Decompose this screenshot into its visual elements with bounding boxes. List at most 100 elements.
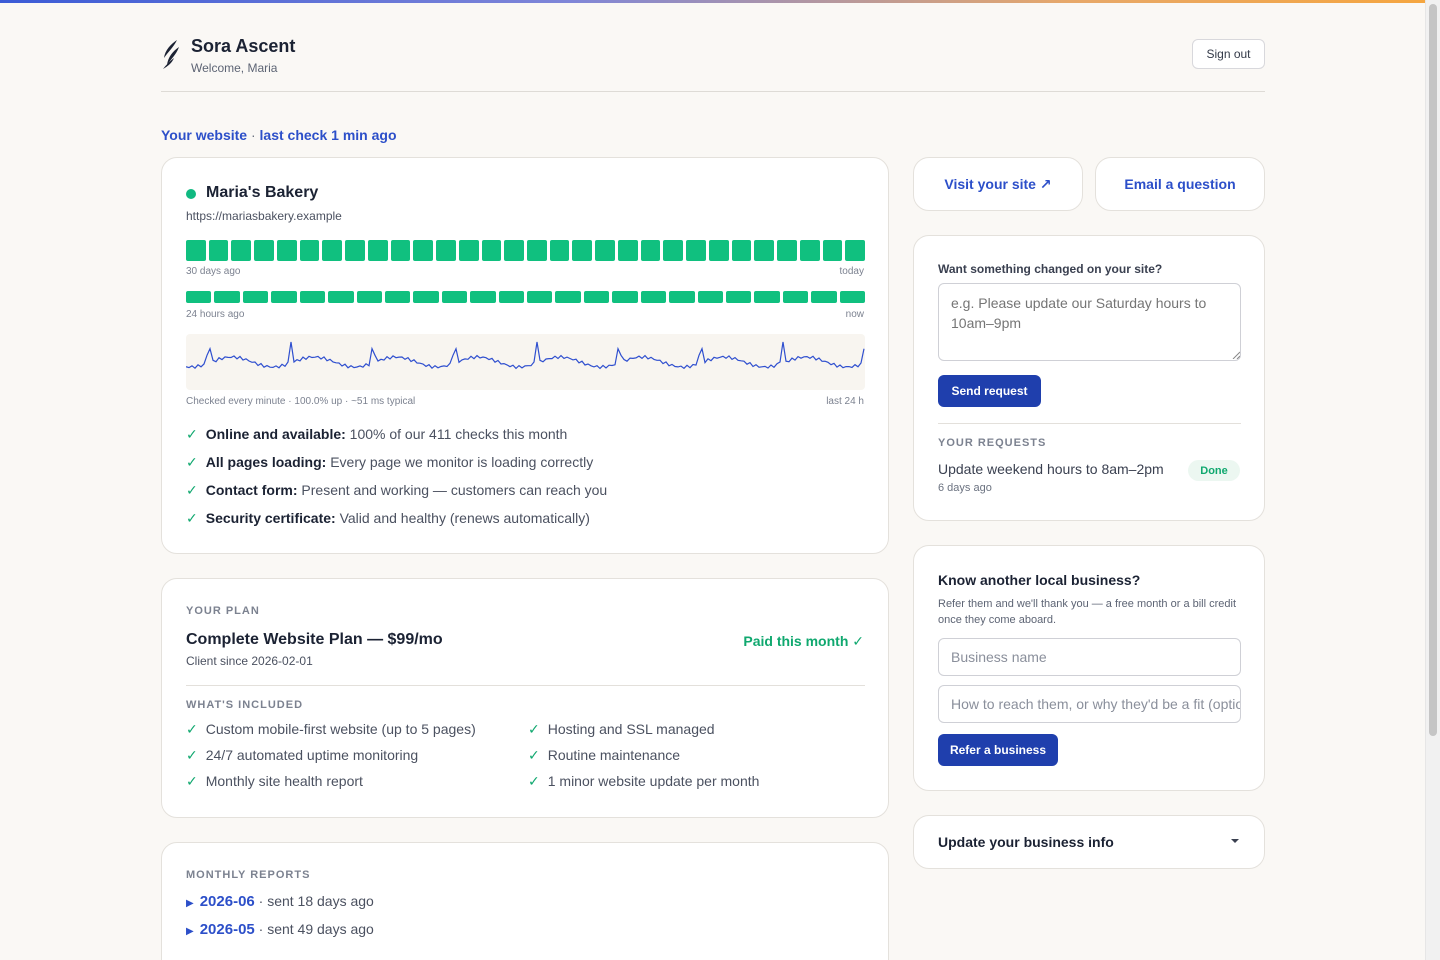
feature-item: ✓ Hosting and SSL managed [528,721,865,743]
uptime-bar [413,240,434,261]
uptime-bar [345,240,365,261]
report-item[interactable]: ▶ 2026-06 · sent 18 days ago [186,893,374,910]
uptime-bar [242,291,269,303]
business-info-title[interactable]: Update your business info [938,834,1114,850]
check-icon: ✓ [186,721,198,737]
request-textarea[interactable] [938,283,1241,361]
scrollbar[interactable] [1425,0,1440,960]
uptime-bar [322,240,343,261]
feature-text: Custom mobile-first website (up to 5 pag… [205,721,476,737]
page-header: Sora Ascent Welcome, Maria Sign out [161,30,1265,92]
hours-end-label: now [845,309,864,320]
uptime-bar [617,240,638,261]
check-label: Contact form: [205,482,298,498]
uptime-bar [254,240,274,261]
check-icon: ✓ [186,454,198,470]
uptime-bar [481,240,502,261]
check-icon: ✓ [186,426,198,442]
uptime-bar [754,291,780,303]
check-security: ✓ Security certificate: Valid and healthy… [186,510,607,538]
refer-business-button[interactable]: Refer a business [938,734,1058,766]
status-badge: Done [1188,460,1240,481]
top-accent-bar [0,0,1425,3]
site-name: Maria's Bakery [206,184,319,201]
uptime-bar [231,240,252,261]
hours-start-label: 24 hours ago [186,309,245,320]
days-start-label: 30 days ago [186,266,241,277]
uptime-bar [328,291,354,303]
uptime-bar [441,291,468,303]
your-requests-label: YOUR REQUESTS [938,437,1047,449]
uptime-bar [299,240,320,261]
request-title: Update weekend hours to 8am–2pm [938,461,1164,477]
report-month[interactable]: 2026-06 [199,893,255,910]
uptime-bar [555,291,581,303]
scrollbar-thumb[interactable] [1429,4,1437,736]
logo-icon [163,40,179,69]
uptime-bar [777,240,797,261]
response-time-sparkline [186,334,865,390]
uptime-bar [822,240,843,261]
uptime-bar [458,240,479,261]
chevron-down-icon[interactable] [1230,836,1240,846]
website-status-line: Your website · last check 1 min ago [161,127,397,143]
request-time: 6 days ago [938,482,992,494]
uptime-bar [839,291,866,303]
feature-text: 1 minor website update per month [547,773,760,789]
check-online: ✓ Online and available: 100% of our 411 c… [186,426,607,454]
hourly-uptime-bars [186,291,866,303]
resize-grip-icon[interactable] [1232,351,1240,359]
health-checks-list: ✓ Online and available: 100% of our 411 c… [186,426,607,538]
business-name-input[interactable]: Business name [938,638,1241,676]
uptime-bar [669,291,695,303]
check-pages: ✓ All pages loading: Every page we monito… [186,454,607,482]
business-info-accordion[interactable]: Update your business info [913,815,1265,869]
uptime-bar [731,240,752,261]
check-contact-form: ✓ Contact form: Present and working — cus… [186,482,607,510]
feature-item: ✓ Custom mobile-first website (up to 5 pa… [186,721,528,743]
last-check-text: last check 1 min ago [259,127,397,143]
uptime-bar [595,240,615,261]
uptime-bar [583,291,610,303]
contact-reason-input[interactable]: How to reach them, or why they'd be a fi… [938,685,1241,723]
visit-site-button[interactable]: Visit your site ↗ [913,157,1083,211]
welcome-text: Welcome, Maria [191,61,278,75]
uptime-bar [356,291,382,303]
check-label: Security certificate: [205,510,336,526]
uptime-bar [413,291,439,303]
email-question-button[interactable]: Email a question [1095,157,1265,211]
uptime-bar [470,291,496,303]
report-sent: · sent 49 days ago [258,921,374,937]
paid-status: Paid this month ✓ [743,633,864,649]
plan-name: Complete Website Plan — $99/mo [186,631,443,648]
reports-section-label: MONTHLY REPORTS [186,869,311,881]
check-detail: Every page we monitor is loading correct… [330,454,594,470]
check-detail: Valid and healthy (renews automatically) [339,510,590,526]
sparkline-path [186,341,865,370]
divider [938,423,1241,424]
expand-triangle-icon: ▶ [186,898,194,909]
uptime-bar [754,240,775,261]
site-health-card: Maria's Bakery https://mariasbakery.exam… [161,157,889,554]
divider [186,685,865,686]
report-month[interactable]: 2026-05 [199,921,255,938]
check-icon: ✓ [186,482,198,498]
report-item[interactable]: ▶ 2026-05 · sent 49 days ago [186,921,374,938]
uptime-bar [299,291,326,303]
uptime-bar [436,240,456,261]
uptime-bar [527,291,553,303]
uptime-bar [640,291,667,303]
expand-triangle-icon: ▶ [186,926,194,937]
uptime-bar [390,240,411,261]
feature-item: ✓ 24/7 automated uptime monitoring [186,747,528,769]
sparkline-range: last 24 h [826,396,864,407]
send-request-button[interactable]: Send request [938,375,1041,407]
site-url: https://mariasbakery.example [186,209,342,223]
feature-text: Hosting and SSL managed [547,721,715,737]
uptime-bar [208,240,229,261]
days-end-label: today [839,266,864,277]
uptime-bar [726,291,752,303]
check-icon: ✓ [186,773,198,789]
uptime-bar [214,291,240,303]
sign-out-button[interactable]: Sign out [1192,39,1265,69]
